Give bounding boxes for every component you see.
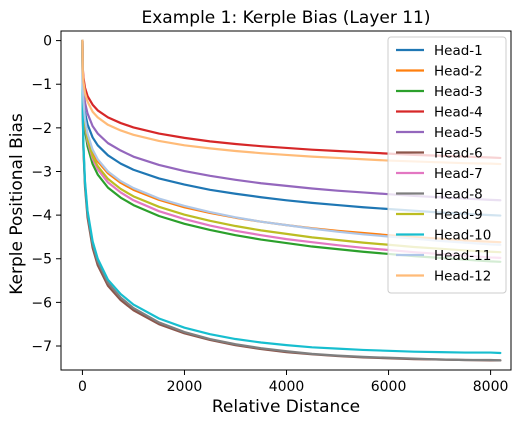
legend-label: Head-3: [434, 84, 483, 100]
legend-label: Head-1: [434, 43, 483, 59]
x-axis-label: Relative Distance: [212, 397, 360, 417]
x-tick-label: 4000: [269, 379, 305, 395]
y-tick-label: −7: [31, 339, 52, 355]
legend-label: Head-11: [434, 248, 491, 264]
axes-frame: [60, 30, 512, 371]
legend: Head-1 Head-2 Head-3 Head-4 Head-5 Head-6 Head…: [387, 36, 507, 294]
legend-label: Head-9: [434, 207, 483, 223]
chart-title: Example 1: Kerple Bias (Layer 11): [142, 8, 431, 28]
legend-label: Head-4: [434, 105, 483, 121]
y-axis-label: Kerple Positional Bias: [7, 113, 27, 295]
y-tick-label: −4: [31, 208, 52, 224]
y-tick-label: −5: [31, 252, 52, 268]
x-tick-label: 0: [78, 379, 87, 395]
x-tick-label: 6000: [371, 379, 407, 395]
plot-area: 0 2000 4000 6000 8000 0 −1 −2 −3 −4 −5 −6 −7: [31, 30, 512, 395]
legend-label: Head-8: [434, 187, 483, 203]
legend-label: Head-2: [434, 64, 483, 80]
legend-label: Head-12: [434, 269, 491, 285]
x-tick-label: 8000: [473, 379, 509, 395]
series-line-10: [81, 39, 502, 355]
series-lines: [81, 39, 502, 362]
x-tick-label: 2000: [167, 379, 203, 395]
y-tick-label: −3: [31, 164, 52, 180]
legend-label: Head-7: [434, 166, 483, 182]
y-tick-label: −1: [31, 77, 52, 93]
y-tick-label: −6: [31, 295, 52, 311]
legend-label: Head-10: [434, 228, 491, 244]
y-tick-label: −2: [31, 121, 52, 137]
legend-box: [387, 36, 507, 294]
legend-label: Head-5: [434, 125, 483, 141]
y-tick-label: 0: [43, 34, 52, 50]
legend-label: Head-6: [434, 146, 483, 162]
